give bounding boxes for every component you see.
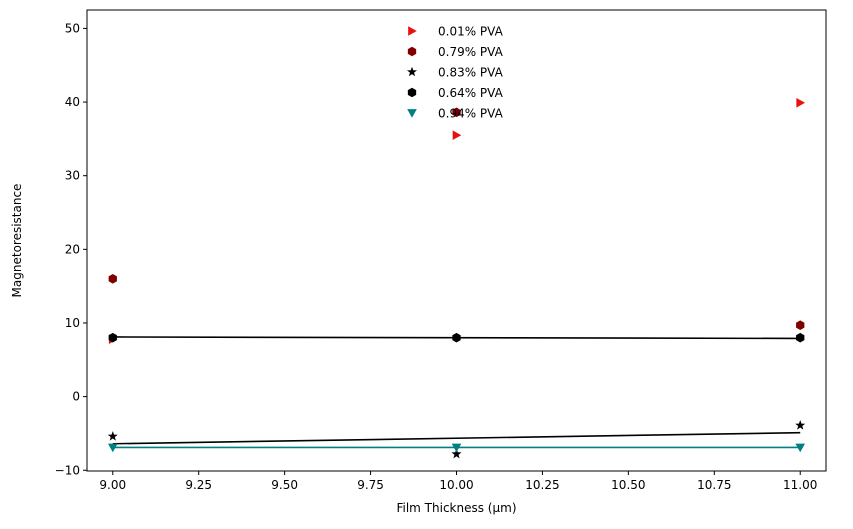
x-tick-label: 10.00 (439, 478, 473, 492)
data-point (107, 443, 118, 453)
y-axis-label: Magnetoresistance (10, 184, 24, 298)
legend-label: 0.83% PVA (438, 66, 504, 80)
fit-lines (112, 336, 801, 449)
legend-marker (407, 46, 417, 57)
data-point (452, 332, 461, 343)
x-tick-label: 10.25 (525, 478, 559, 492)
data-point (795, 443, 806, 453)
x-tick-label: 10.75 (697, 478, 731, 492)
data-point (108, 273, 117, 284)
legend: 0.01% PVA 0.79% PVA 0.83% PVA 0.64% PVA 0.94… (406, 25, 504, 121)
data-point (452, 107, 461, 118)
legend-label: 0.79% PVA (438, 45, 504, 59)
x-axis-ticks: 9.00 9.25 9.50 9.75 10.00 10.25 10.50 10.75 11.0… (99, 471, 817, 492)
data-point (796, 332, 805, 343)
x-tick-label: 9.25 (185, 478, 212, 492)
y-tick-label: 40 (65, 95, 80, 109)
legend-label: 0.01% PVA (438, 25, 504, 39)
y-tick-label: −10 (55, 463, 80, 477)
data-point (107, 431, 118, 441)
data-point (108, 332, 117, 343)
y-tick-label: 20 (65, 242, 80, 256)
data-points (107, 97, 806, 459)
x-tick-label: 9.00 (99, 478, 126, 492)
y-tick-label: 50 (65, 21, 80, 35)
legend-label: 0.94% PVA (438, 107, 504, 121)
legend-label: 0.64% PVA (438, 86, 504, 100)
x-axis-label: Film Thickness (μm) (396, 501, 516, 515)
data-point (796, 320, 805, 330)
legend-marker (407, 109, 417, 118)
data-point (452, 130, 462, 140)
y-tick-label: 0 (72, 390, 80, 404)
fit-line (112, 431, 801, 445)
x-tick-label: 10.50 (611, 478, 645, 492)
y-tick-label: 10 (65, 316, 80, 330)
legend-marker (408, 26, 417, 36)
data-point (451, 443, 462, 453)
x-tick-label: 9.50 (271, 478, 298, 492)
y-tick-label: 30 (65, 169, 80, 183)
data-point (451, 448, 462, 459)
data-point (796, 97, 806, 108)
data-point (795, 420, 806, 430)
x-tick-label: 11.00 (783, 478, 817, 492)
legend-marker (407, 87, 417, 98)
y-axis-ticks: −10 0 10 20 30 40 50 (55, 21, 87, 477)
x-tick-label: 9.75 (357, 478, 384, 492)
legend-marker (406, 66, 418, 77)
